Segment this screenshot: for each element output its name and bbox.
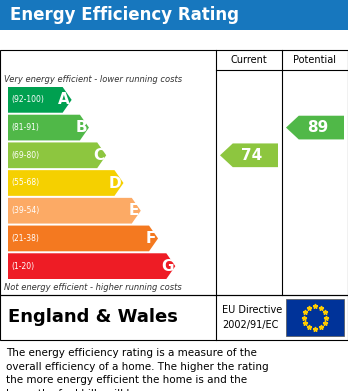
Text: (92-100): (92-100) <box>11 95 44 104</box>
Polygon shape <box>8 142 106 168</box>
Text: Not energy efficient - higher running costs: Not energy efficient - higher running co… <box>4 283 182 292</box>
Text: 74: 74 <box>241 148 262 163</box>
Text: C: C <box>93 148 104 163</box>
Polygon shape <box>220 143 278 167</box>
Text: D: D <box>109 176 121 190</box>
Polygon shape <box>8 198 141 224</box>
Polygon shape <box>286 116 344 140</box>
Text: 2002/91/EC: 2002/91/EC <box>222 320 278 330</box>
Polygon shape <box>8 253 175 279</box>
Polygon shape <box>8 87 72 113</box>
Text: Current: Current <box>231 55 267 65</box>
Text: (21-38): (21-38) <box>11 234 39 243</box>
Text: Energy Efficiency Rating: Energy Efficiency Rating <box>10 6 239 24</box>
Text: England & Wales: England & Wales <box>8 308 178 326</box>
Text: Potential: Potential <box>293 55 337 65</box>
Text: The energy efficiency rating is a measure of the
overall efficiency of a home. T: The energy efficiency rating is a measur… <box>6 348 269 391</box>
Text: E: E <box>128 203 139 218</box>
Text: (39-54): (39-54) <box>11 206 39 215</box>
Polygon shape <box>8 115 89 140</box>
Bar <box>286 299 344 336</box>
Text: A: A <box>58 92 70 108</box>
Bar <box>0 295 348 340</box>
Bar <box>0 50 348 295</box>
Text: EU Directive: EU Directive <box>222 305 282 315</box>
Text: (55-68): (55-68) <box>11 179 39 188</box>
Bar <box>0 0 348 30</box>
Text: G: G <box>161 258 173 274</box>
Text: (1-20): (1-20) <box>11 262 34 271</box>
Polygon shape <box>8 170 124 196</box>
Text: B: B <box>75 120 87 135</box>
Text: 89: 89 <box>307 120 328 135</box>
Text: Very energy efficient - lower running costs: Very energy efficient - lower running co… <box>4 75 182 84</box>
Text: (81-91): (81-91) <box>11 123 39 132</box>
Text: (69-80): (69-80) <box>11 151 39 160</box>
Polygon shape <box>8 226 158 251</box>
Text: F: F <box>146 231 156 246</box>
